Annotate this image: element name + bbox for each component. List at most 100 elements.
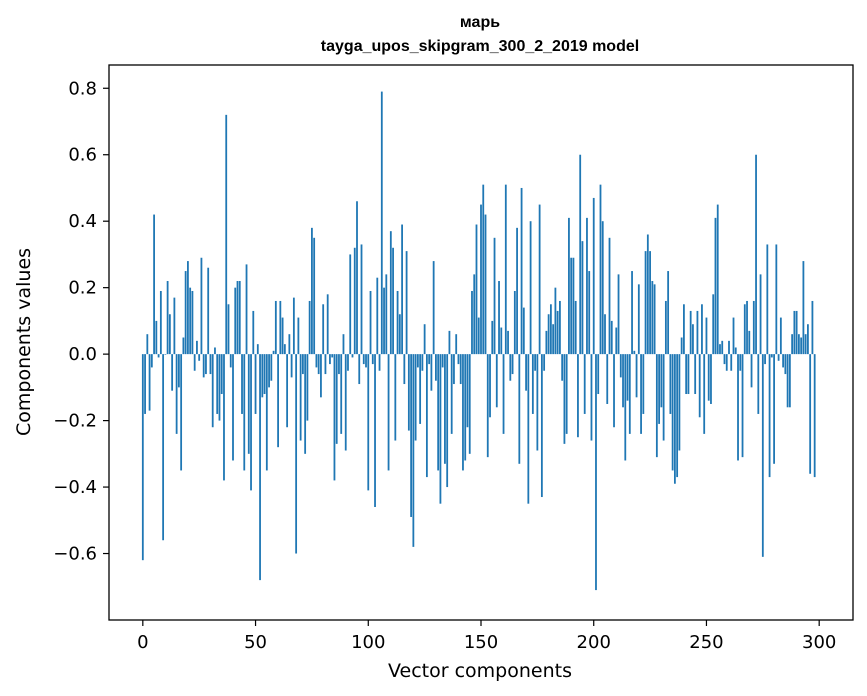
bar xyxy=(193,354,196,371)
bar xyxy=(610,320,613,355)
bar xyxy=(757,354,760,414)
bar xyxy=(347,354,349,371)
bar xyxy=(703,354,706,434)
bar xyxy=(755,154,757,355)
chart-title-line1: марь xyxy=(460,14,500,31)
bar xyxy=(317,354,320,375)
bar xyxy=(748,330,751,355)
bar xyxy=(157,354,160,358)
bar xyxy=(256,344,259,355)
chart-title-line2: tayga_upos_skipgram_300_2_2019 model xyxy=(321,38,639,55)
bar xyxy=(457,354,460,365)
bar xyxy=(788,354,791,408)
y-tick-label: 0.0 xyxy=(68,344,97,365)
bar xyxy=(640,354,642,434)
bar xyxy=(205,354,207,375)
bar xyxy=(599,184,602,355)
bar xyxy=(504,184,507,355)
bar xyxy=(705,317,708,355)
bar xyxy=(304,354,307,454)
bar xyxy=(658,354,661,424)
bar xyxy=(338,354,340,375)
y-tick-label: 0.6 xyxy=(68,145,97,166)
bar xyxy=(619,354,622,378)
bar xyxy=(513,290,516,355)
bar xyxy=(723,354,726,365)
x-tick-label: 150 xyxy=(464,632,498,653)
bar xyxy=(421,354,424,371)
bar xyxy=(301,354,304,375)
y-axis-label: Components values xyxy=(13,248,35,436)
bar xyxy=(739,354,742,371)
bar xyxy=(315,354,318,368)
bar xyxy=(741,354,744,458)
bar xyxy=(419,354,422,424)
bar xyxy=(565,354,568,434)
bar xyxy=(229,354,232,368)
bar xyxy=(644,251,647,355)
bar xyxy=(543,354,546,371)
bar xyxy=(809,354,812,474)
bar xyxy=(159,290,162,355)
x-tick-label: 300 xyxy=(802,632,836,653)
bar xyxy=(775,244,778,355)
bar xyxy=(559,300,561,355)
bar xyxy=(367,354,370,491)
bar xyxy=(743,304,746,355)
bar xyxy=(529,221,532,355)
bar xyxy=(522,307,525,355)
bar xyxy=(779,317,782,355)
bar xyxy=(428,354,431,365)
bar xyxy=(728,340,730,355)
bar xyxy=(491,320,494,355)
bar xyxy=(696,310,699,355)
bar xyxy=(189,287,192,355)
bar xyxy=(410,354,413,517)
bar xyxy=(324,354,327,375)
bar xyxy=(473,274,476,355)
bar xyxy=(626,354,629,401)
bar xyxy=(725,354,728,371)
bar xyxy=(223,354,225,481)
bar xyxy=(180,354,183,471)
y-axis: −0.6 −0.4 −0.2 0.0 0.2 0.4 0.6 0.8 xyxy=(53,78,109,565)
bar xyxy=(283,344,286,355)
bar xyxy=(308,300,311,355)
bar xyxy=(207,267,210,355)
bar xyxy=(698,354,701,418)
bar xyxy=(786,354,789,408)
bar xyxy=(734,347,737,355)
bar xyxy=(166,281,169,355)
bar xyxy=(360,244,363,355)
bar xyxy=(265,354,268,471)
bar xyxy=(694,354,697,395)
bar xyxy=(459,354,462,385)
bar xyxy=(414,354,417,441)
bar xyxy=(637,284,640,355)
bar xyxy=(486,354,489,458)
bar xyxy=(423,324,426,355)
bar xyxy=(468,354,471,454)
bar xyxy=(292,297,295,355)
bar xyxy=(236,281,239,355)
bar xyxy=(432,261,435,355)
bar xyxy=(642,354,645,414)
bar xyxy=(800,337,803,355)
bar xyxy=(168,314,171,355)
bar xyxy=(556,310,559,355)
bar xyxy=(453,354,455,385)
bar xyxy=(586,217,588,355)
bar xyxy=(714,217,717,355)
bar xyxy=(430,354,433,391)
bar xyxy=(270,354,273,381)
bar xyxy=(622,354,624,408)
bar xyxy=(538,204,541,355)
bar xyxy=(288,334,291,355)
bar xyxy=(676,354,679,478)
bar xyxy=(655,354,658,458)
bar xyxy=(525,354,527,391)
bar xyxy=(667,271,670,355)
bar xyxy=(592,197,595,355)
bar xyxy=(746,300,748,355)
bar xyxy=(243,354,246,471)
